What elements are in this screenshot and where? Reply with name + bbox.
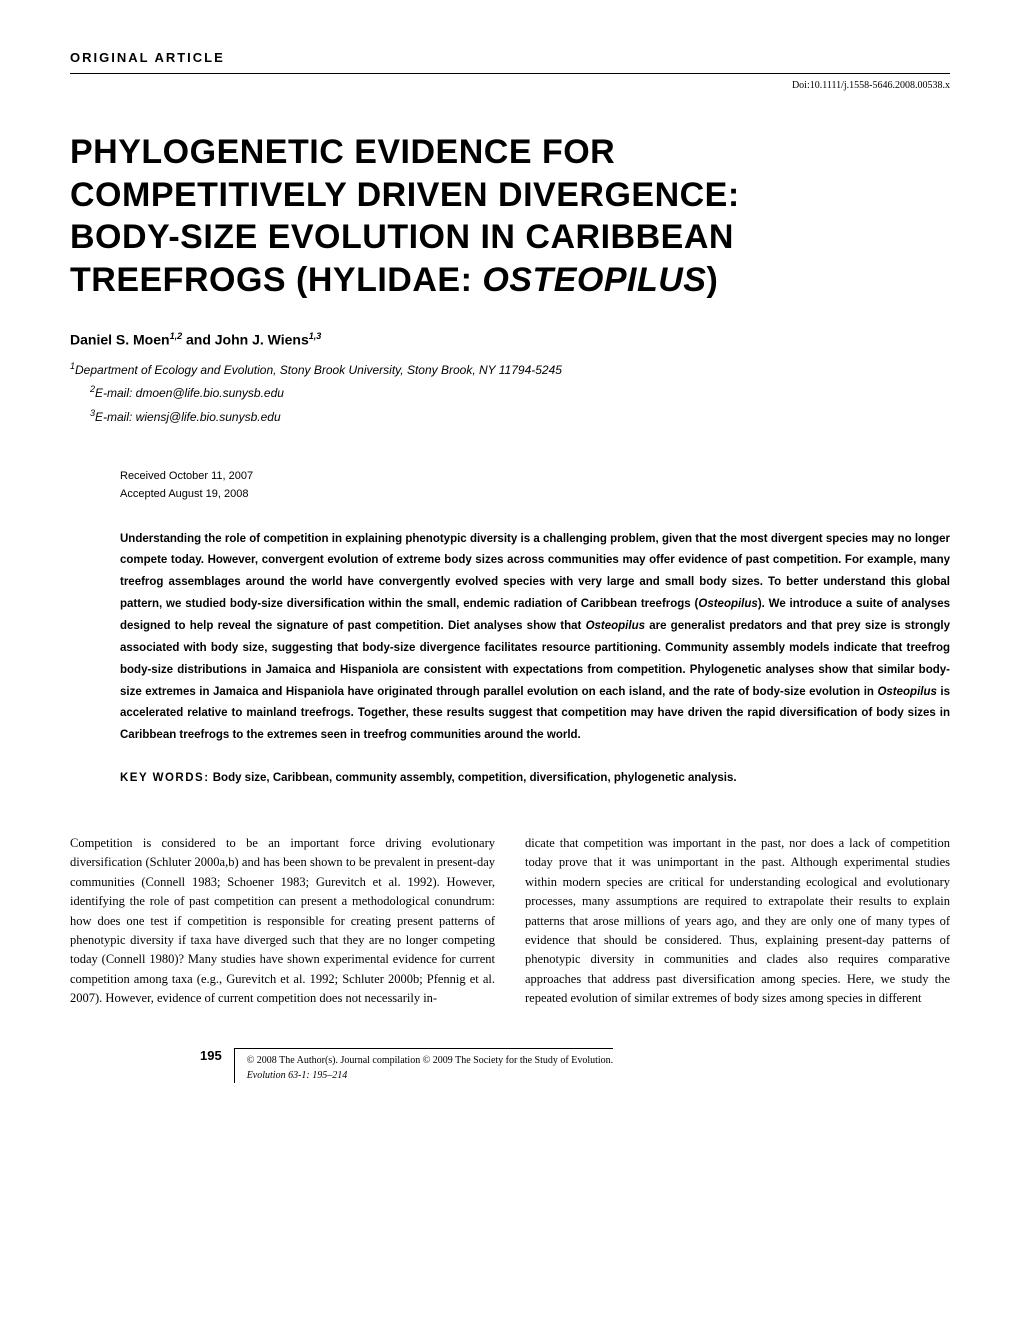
affiliation-2: 2E-mail: dmoen@life.bio.sunysb.edu <box>70 381 950 405</box>
affiliation-3: 3E-mail: wiensj@life.bio.sunysb.edu <box>70 405 950 429</box>
aff-2-text: E-mail: dmoen@life.bio.sunysb.edu <box>95 386 284 400</box>
paper-title: PHYLOGENETIC EVIDENCE FOR COMPETITIVELY … <box>70 131 950 301</box>
header-rule <box>70 73 950 74</box>
journal-citation: Evolution 63-1: 195–214 <box>247 1068 613 1083</box>
author-1: Daniel S. Moen <box>70 332 170 348</box>
accepted-date: Accepted August 19, 2008 <box>120 486 950 504</box>
doi-text: Doi:10.1111/j.1558-5646.2008.00538.x <box>70 80 950 91</box>
title-line-4-post: ) <box>706 261 718 299</box>
title-genus-italic: OSTEOPILUS <box>482 261 706 299</box>
abstract-genus-1: Osteopilus <box>698 598 757 610</box>
aff-3-text: E-mail: wiensj@life.bio.sunysb.edu <box>95 410 281 424</box>
affiliation-1: 1Department of Ecology and Evolution, St… <box>70 358 950 382</box>
abstract-block: Understanding the role of competition in… <box>120 529 950 747</box>
abstract-genus-2: Osteopilus <box>586 620 645 632</box>
page-number: 195 <box>200 1048 234 1063</box>
dates-block: Received October 11, 2007 Accepted Augus… <box>120 468 950 503</box>
title-line-2: COMPETITIVELY DRIVEN DIVERGENCE: <box>70 176 740 214</box>
title-line-3: BODY-SIZE EVOLUTION IN CARIBBEAN <box>70 218 734 256</box>
page-container: ORIGINAL ARTICLE Doi:10.1111/j.1558-5646… <box>0 0 1020 1123</box>
keywords-text: Body size, Caribbean, community assembly… <box>210 772 737 784</box>
affiliations-block: 1Department of Ecology and Evolution, St… <box>70 358 950 429</box>
body-column-right: dicate that competition was important in… <box>525 834 950 1008</box>
body-columns: Competition is considered to be an impor… <box>70 834 950 1008</box>
title-line-4-pre: TREEFROGS (HYLIDAE: <box>70 261 482 299</box>
keywords-block: KEY WORDS: Body size, Caribbean, communi… <box>120 772 950 784</box>
author-separator: and John J. Wiens <box>182 332 309 348</box>
keywords-label: KEY WORDS: <box>120 772 210 784</box>
author-list: Daniel S. Moen1,2 and John J. Wiens1,3 <box>70 331 950 348</box>
aff-1-text: Department of Ecology and Evolution, Sto… <box>75 363 562 377</box>
footer-info-box: © 2008 The Author(s). Journal compilatio… <box>234 1048 613 1083</box>
copyright-line: © 2008 The Author(s). Journal compilatio… <box>247 1053 613 1068</box>
author-2-sup: 1,3 <box>309 331 322 341</box>
title-line-1: PHYLOGENETIC EVIDENCE FOR <box>70 133 615 171</box>
body-column-left: Competition is considered to be an impor… <box>70 834 495 1008</box>
author-1-sup: 1,2 <box>170 331 183 341</box>
article-type-label: ORIGINAL ARTICLE <box>70 50 950 65</box>
abstract-genus-3: Osteopilus <box>877 686 936 698</box>
page-footer: 195 © 2008 The Author(s). Journal compil… <box>70 1048 950 1083</box>
received-date: Received October 11, 2007 <box>120 468 950 486</box>
